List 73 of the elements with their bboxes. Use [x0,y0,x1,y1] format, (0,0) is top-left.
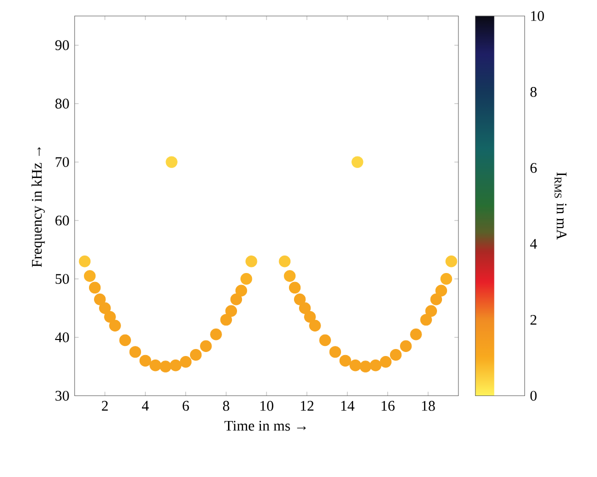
point [284,270,296,282]
y-tick-label: 70 [56,157,69,167]
y-tick-label: 30 [56,390,69,401]
color-bar-title: I$_{RMS}$ in mA [554,172,567,240]
x-tick-label: 14 [341,400,354,411]
y-tick-label: 90 [55,40,69,50]
color-bar-label: 0 [530,390,537,401]
point [304,311,316,323]
point [319,334,331,346]
point [129,346,142,358]
x-tick-label: 16 [382,400,395,411]
y-tick-label: 60 [55,216,69,226]
point [278,256,291,268]
point [210,328,222,340]
point [420,314,432,326]
point [230,293,242,306]
point [380,356,392,368]
point [190,348,202,361]
point [350,359,362,372]
point [309,320,321,332]
point [109,320,121,332]
point [329,346,342,358]
point [88,282,101,294]
point [235,284,248,296]
y-tick-label: 40 [55,332,69,342]
point [139,354,152,367]
point [246,256,258,268]
point [339,354,352,367]
x-tick-label: 8 [223,400,230,411]
y-tick-label: 80 [55,98,69,109]
color-bar-label: 8 [530,86,537,97]
color-bar-label: 6 [530,162,537,173]
point [180,356,192,368]
point [400,340,412,352]
point [430,293,442,306]
point [170,359,182,372]
x-tick-label: 18 [422,400,435,411]
point [94,293,106,306]
point [360,360,372,372]
point [370,359,382,372]
x-tick-label: 6 [182,400,189,411]
x-tick-label: 4 [142,400,149,411]
color-bar-label: 10 [531,11,544,21]
point [294,293,306,306]
point [240,273,252,285]
color-bar-label: 2 [530,314,536,325]
point [440,273,452,285]
point [99,302,111,314]
y-axis-title: Frequency in kHz → [31,147,45,268]
point [78,256,91,268]
point [104,311,116,323]
point [352,156,364,168]
point [220,314,232,326]
point [225,305,238,317]
point [84,270,96,282]
x-axis-title: Time in ms → [224,420,306,431]
point [425,305,437,317]
point [160,360,172,372]
point [435,284,448,296]
y-tick-label: 50 [56,274,69,284]
x-tick-label: 2 [102,400,108,411]
point [200,340,212,352]
x-tick-label: 12 [300,400,314,411]
point [166,156,178,168]
point [119,334,131,346]
point [445,256,458,268]
point [299,302,311,314]
color-bar-label: 4 [530,239,537,249]
point [390,348,402,361]
point [288,282,301,294]
x-tick-label: 10 [260,400,274,411]
point [150,359,162,372]
point [410,328,422,340]
